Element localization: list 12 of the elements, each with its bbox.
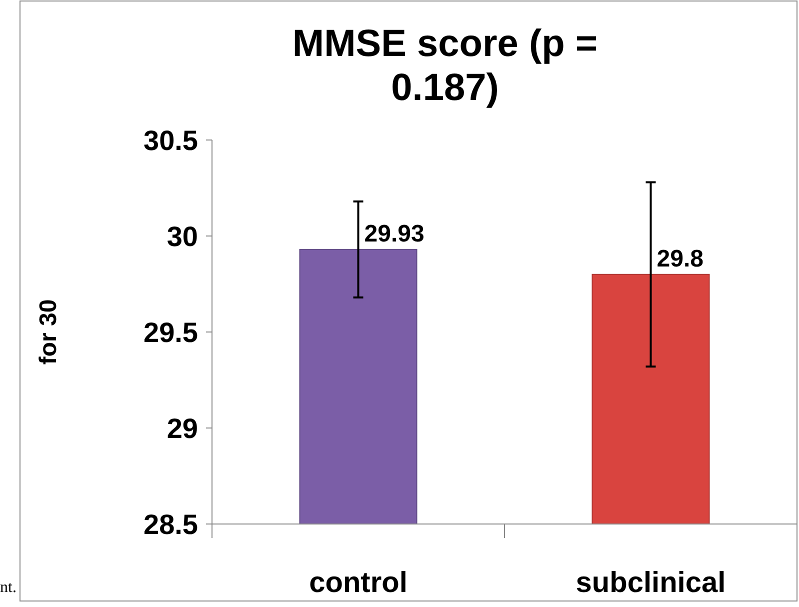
x-tick-label: control: [309, 567, 408, 599]
y-tick-label: 29: [166, 412, 198, 444]
text: nt.: [0, 579, 16, 596]
chart-title: MMSE score (p = 0.187): [292, 23, 598, 109]
y-tick-label: 30: [166, 220, 198, 252]
x-tick-label: subclinical: [576, 567, 726, 599]
y-tick-label: 29.5: [144, 316, 198, 348]
data-label: 29.93: [364, 220, 424, 248]
y-tick-label: 30.5: [144, 124, 198, 156]
data-label: 29.8: [656, 245, 704, 272]
y-tick-label: 28.5: [144, 508, 198, 540]
y-axis-title: for 30: [35, 299, 62, 365]
